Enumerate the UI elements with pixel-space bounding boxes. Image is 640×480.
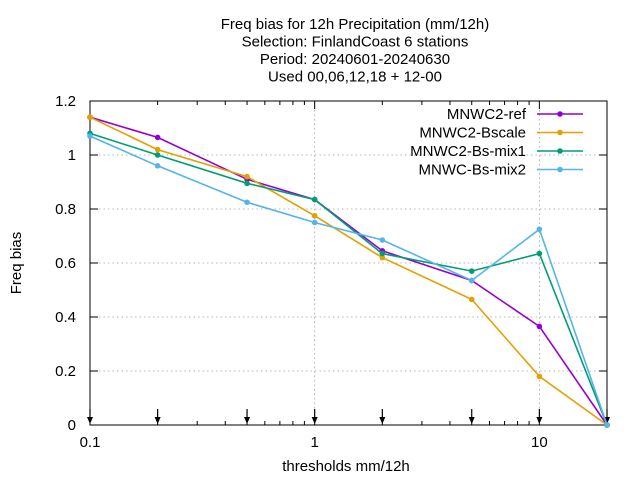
axis-ticks: 0 0.2 0.4 0.6 0.8 1 1.2 0.1 1 10 <box>55 93 607 451</box>
series <box>87 114 610 428</box>
legend-marker <box>557 166 563 173</box>
threshold-arrow-head <box>468 417 475 424</box>
data-point <box>536 373 543 380</box>
data-point <box>311 196 318 203</box>
legend-marker <box>557 111 563 117</box>
data-point <box>468 296 475 303</box>
data-point <box>536 250 543 257</box>
legend-label: MNWC2-Bscale <box>419 125 526 142</box>
chart-title: Freq bias for 12h Precipitation (mm/12h)… <box>221 16 489 86</box>
data-point <box>154 146 161 153</box>
series-line-1 <box>89 116 608 426</box>
data-point <box>87 133 93 139</box>
data-point <box>244 173 250 180</box>
y-tick-label: 0 <box>68 417 76 434</box>
data-point <box>379 254 386 261</box>
legend-label: MNWC-Bs-mix2 <box>419 162 526 179</box>
y-tick-label: 0.4 <box>55 309 76 326</box>
threshold-arrow-head <box>536 417 543 424</box>
title-line: Selection: FinlandCoast 6 stations <box>242 34 469 51</box>
x-tick-label: 0.1 <box>80 434 101 451</box>
title-line: Freq bias for 12h Precipitation (mm/12h) <box>221 16 489 33</box>
y-tick-label: 0.2 <box>55 363 76 380</box>
x-tick-label: 10 <box>531 434 548 451</box>
threshold-arrow-head <box>244 417 251 424</box>
data-point <box>536 226 543 233</box>
threshold-arrow-head <box>311 417 318 424</box>
series-line-2 <box>89 116 608 426</box>
threshold-arrow-head <box>379 417 386 424</box>
data-point <box>244 199 250 206</box>
x-tick-label: 1 <box>311 434 319 451</box>
data-point <box>468 277 475 284</box>
data-point <box>468 268 475 274</box>
data-point <box>87 114 93 120</box>
y-tick-label: 0.8 <box>55 201 76 218</box>
data-point <box>311 212 318 219</box>
series-line-4 <box>89 135 608 426</box>
threshold-arrows <box>87 409 610 424</box>
legend-marker <box>557 129 563 136</box>
series-line-3 <box>89 132 608 426</box>
threshold-arrow-head <box>87 417 93 424</box>
y-tick-label: 1.2 <box>55 93 76 110</box>
title-line: Used 00,06,12,18 + 12-00 <box>268 69 442 86</box>
threshold-arrow-head <box>154 417 161 424</box>
grid <box>90 101 607 425</box>
data-point <box>311 219 318 226</box>
data-point <box>379 237 386 243</box>
y-axis-label: Freq bias <box>8 232 25 295</box>
y-tick-label: 0.6 <box>55 255 76 272</box>
title-line: Period: 20240601-20240630 <box>260 51 450 68</box>
data-point <box>604 422 610 428</box>
x-axis-label: thresholds mm/12h <box>282 458 410 475</box>
y-tick-label: 1 <box>68 147 76 164</box>
data-point <box>379 250 386 257</box>
data-point <box>244 180 250 187</box>
data-point <box>154 152 161 158</box>
legend-marker <box>557 148 563 154</box>
legend-label: MNWC2-ref <box>447 106 527 123</box>
legend-label: MNWC2-Bs-mix1 <box>410 143 526 160</box>
data-point <box>536 323 543 330</box>
data-point <box>154 163 161 169</box>
data-point <box>154 134 161 141</box>
